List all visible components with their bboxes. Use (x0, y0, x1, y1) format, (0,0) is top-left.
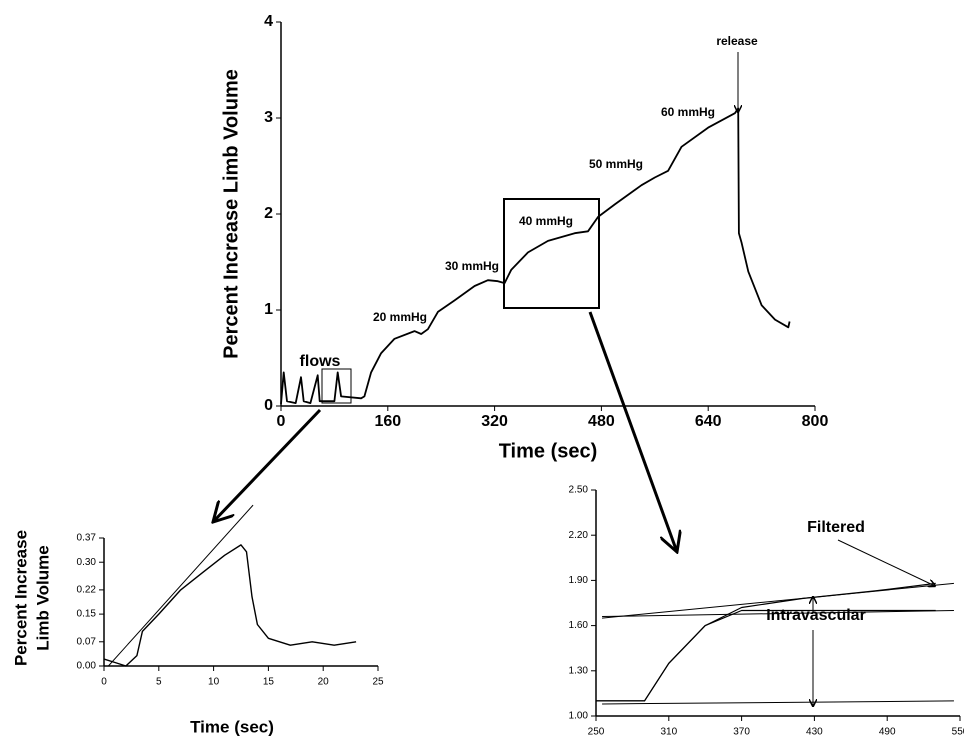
annotation: 40 mmHg (519, 214, 573, 228)
y-tick-label: 0.22 (77, 585, 97, 596)
x-tick-label: 10 (208, 677, 220, 688)
annotation: 50 mmHg (589, 157, 643, 171)
x-tick-label: 160 (374, 413, 401, 430)
y-tick-label: 0.30 (77, 557, 97, 568)
x-tick-label: 370 (733, 727, 750, 737)
x-tick-label: 430 (806, 727, 823, 737)
annotation: Intravascular (766, 607, 866, 624)
x-tick-label: 480 (588, 413, 615, 430)
y-tick-label: 1.30 (569, 665, 589, 676)
zoom-box (321, 368, 352, 404)
x-tick-label: 490 (879, 727, 896, 737)
x-tick-label: 250 (588, 727, 605, 737)
y-tick-label: 3 (264, 109, 273, 126)
data-line (596, 609, 936, 702)
zoom-arrow (213, 408, 322, 522)
fit-line (602, 610, 954, 618)
y-tick-label: 0 (264, 397, 273, 414)
data-line (280, 107, 791, 405)
x-axis-label: Time (sec) (190, 717, 274, 736)
x-tick-label: 5 (156, 677, 162, 688)
y-tick-label: 1 (264, 301, 273, 318)
y-tick-label: 1.00 (569, 711, 589, 722)
x-tick-label: 640 (695, 413, 722, 430)
x-tick-label: 0 (101, 677, 107, 688)
y-tick-label: 2.50 (569, 485, 589, 496)
x-axis-label: Time (sec) (499, 440, 598, 462)
x-tick-label: 25 (372, 677, 384, 688)
annotation: 20 mmHg (373, 310, 427, 324)
x-tick-label: 550 (952, 727, 964, 737)
y-axis-label: Percent Increase Limb Volume (220, 69, 242, 359)
fit-line (602, 700, 954, 705)
x-tick-label: 320 (481, 413, 508, 430)
y-axis-label: Percent Increase (11, 530, 30, 666)
fit-line (602, 582, 954, 619)
x-tick-label: 0 (277, 413, 286, 430)
y-tick-label: 2 (264, 205, 273, 222)
y-tick-label: 0.15 (77, 609, 97, 620)
pointer-arrow (837, 539, 935, 586)
annotation: flows (300, 353, 341, 370)
annotation: 60 mmHg (661, 105, 715, 119)
data-line (596, 582, 936, 702)
x-tick-label: 310 (660, 727, 677, 737)
y-axis-label: Limb Volume (33, 545, 52, 650)
y-tick-label: 1.60 (569, 620, 589, 631)
annotation: Filtered (807, 519, 865, 536)
y-tick-label: 0.07 (77, 636, 97, 647)
annotation: release (716, 34, 758, 48)
fit-line (108, 504, 254, 667)
zoom-box (503, 198, 600, 309)
zoom-arrow (588, 311, 677, 552)
y-tick-label: 0.37 (77, 533, 97, 544)
y-tick-label: 2.20 (569, 530, 589, 541)
y-tick-label: 4 (264, 13, 273, 30)
x-tick-label: 20 (318, 677, 330, 688)
data-line (103, 544, 357, 667)
x-tick-label: 15 (263, 677, 275, 688)
x-tick-label: 800 (802, 413, 829, 430)
callouts (213, 52, 935, 706)
y-tick-label: 1.90 (569, 575, 589, 586)
annotation: 30 mmHg (445, 259, 499, 273)
y-tick-label: 0.00 (77, 661, 97, 672)
